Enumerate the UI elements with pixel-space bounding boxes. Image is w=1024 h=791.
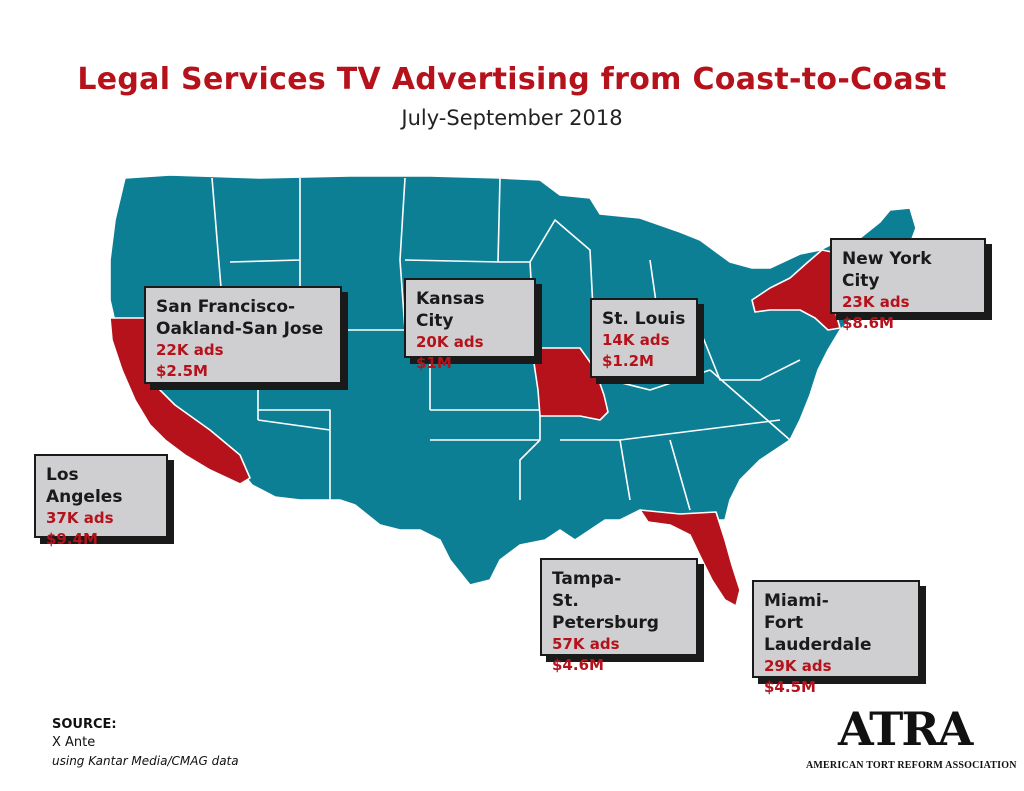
logo-mark: ATRA: [838, 702, 973, 756]
callout-spend: $4.6M: [552, 656, 604, 674]
atra-logo: ATRA AMERICAN TORT REFORM ASSOCIATION: [800, 702, 1016, 778]
map-title: Legal Services TV Advertising from Coast…: [77, 62, 947, 97]
callout-new-york: New York City 23K ads $8.6M: [830, 238, 986, 332]
callout-spend: $9.4M: [46, 530, 98, 548]
callout-ads: 14K ads: [602, 331, 670, 349]
callout-st-louis: St. Louis 14K ads $1.2M: [590, 298, 698, 378]
callout-spend: $2.5M: [156, 362, 208, 380]
callout-san-francisco: San Francisco- Oakland-San Jose 22K ads …: [144, 286, 342, 384]
source-name: X Ante: [52, 735, 96, 750]
callout-kansas-city: Kansas City 20K ads $1M: [404, 278, 536, 372]
callout-ads: 37K ads: [46, 509, 114, 527]
source-data-note: using Kantar Media/CMAG data: [52, 754, 239, 768]
callout-ads: 29K ads: [764, 657, 832, 675]
logo-org-name: AMERICAN TORT REFORM ASSOCIATION: [806, 760, 1017, 771]
callout-city: New York City: [842, 249, 932, 291]
florida-highlight: [639, 509, 741, 607]
callout-los-angeles: Los Angeles 37K ads $9.4M: [34, 454, 168, 548]
callout-ads: 57K ads: [552, 635, 620, 653]
missouri-highlight: [531, 347, 609, 421]
callout-city: Miami- Fort Lauderdale: [764, 591, 872, 655]
map-subtitle: July-September 2018: [401, 106, 623, 130]
callout-city: Tampa- St. Petersburg: [552, 569, 659, 633]
callout-spend: $1.2M: [602, 352, 654, 370]
callout-city: St. Louis: [602, 309, 686, 329]
us-mainland: [109, 174, 917, 586]
callout-city: San Francisco- Oakland-San Jose: [156, 297, 324, 339]
source-note: SOURCE: X Ante using Kantar Media/CMAG d…: [52, 716, 239, 770]
callout-spend: $8.6M: [842, 314, 894, 332]
callout-ads: 20K ads: [416, 333, 484, 351]
callout-miami: Miami- Fort Lauderdale 29K ads $4.5M: [752, 580, 920, 696]
callout-ads: 22K ads: [156, 341, 224, 359]
callout-city: Kansas City: [416, 289, 485, 331]
callout-spend: $4.5M: [764, 678, 816, 696]
callout-spend: $1M: [416, 354, 452, 372]
callout-tampa: Tampa- St. Petersburg 57K ads $4.6M: [540, 558, 698, 674]
callout-ads: 23K ads: [842, 293, 910, 311]
source-heading: SOURCE:: [52, 717, 117, 732]
callout-city: Los Angeles: [46, 465, 123, 507]
